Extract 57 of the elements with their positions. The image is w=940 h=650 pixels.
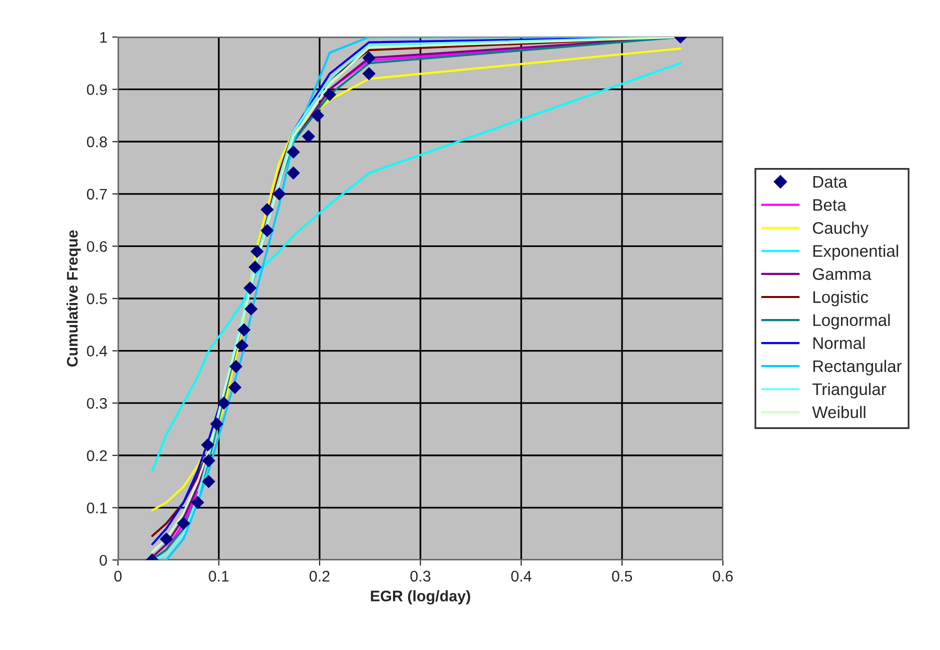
point (235, 338, 249, 352)
y-tick-label: 0.5 (86, 293, 107, 304)
point (229, 360, 243, 374)
point (244, 302, 258, 316)
point (201, 438, 214, 452)
y-axis-title: Cumulative Freque (66, 230, 81, 367)
legend-label: Cauchy (812, 222, 869, 238)
x-tick-label: 0.3 (410, 570, 430, 582)
legend-label: Rectangular (813, 360, 902, 376)
point (248, 260, 262, 274)
point (228, 380, 242, 394)
legend-label: Exponential (813, 244, 898, 260)
y-tick-label: 0.7 (86, 188, 107, 200)
point (160, 532, 173, 546)
point (302, 130, 316, 143)
point (310, 108, 324, 122)
legend-label: Data (813, 176, 848, 188)
point (260, 203, 274, 216)
point (272, 187, 286, 201)
point (362, 51, 376, 65)
point (202, 474, 216, 488)
point (217, 396, 230, 410)
point (210, 417, 224, 431)
legend-label: Logistic (813, 290, 868, 306)
point (286, 146, 300, 159)
y-tick-label: 0.3 (86, 398, 107, 409)
point (243, 281, 257, 295)
point (286, 166, 300, 180)
y-tick-label: 0.9 (86, 84, 107, 96)
legend-label: Normal (813, 336, 865, 350)
point (250, 244, 264, 258)
point (237, 323, 251, 336)
x-tick-label: 0.2 (310, 570, 330, 582)
legend-label: Weibull (812, 406, 866, 418)
x-tick-label: 0.6 (712, 570, 733, 582)
legend-label: Gamma (812, 268, 872, 280)
y-tick-label: 0.2 (86, 450, 107, 462)
point (191, 496, 204, 510)
point (176, 516, 190, 530)
y-tick-label: 0.6 (86, 241, 107, 252)
x-tick-label: 0.4 (511, 570, 532, 582)
point (323, 88, 336, 102)
x-tick-label: 0.5 (612, 570, 632, 582)
point (362, 67, 376, 80)
y-tick-label: 0.1 (86, 502, 107, 514)
point (202, 454, 216, 468)
x-tick-label: 0.1 (208, 570, 229, 582)
legend-label: Beta (813, 199, 846, 211)
legend-label: Triangular (812, 382, 886, 398)
point (260, 224, 274, 238)
y-tick-label: 0 (100, 554, 107, 566)
y-tick-label: 0.8 (86, 136, 107, 148)
y-tick-label: 0.4 (86, 346, 108, 356)
x-tick-label: 0 (114, 570, 122, 582)
y-tick-label: 1 (100, 32, 107, 43)
legend-label: Lognormal (813, 314, 890, 330)
x-axis-title: EGR (log/day) (370, 590, 470, 604)
